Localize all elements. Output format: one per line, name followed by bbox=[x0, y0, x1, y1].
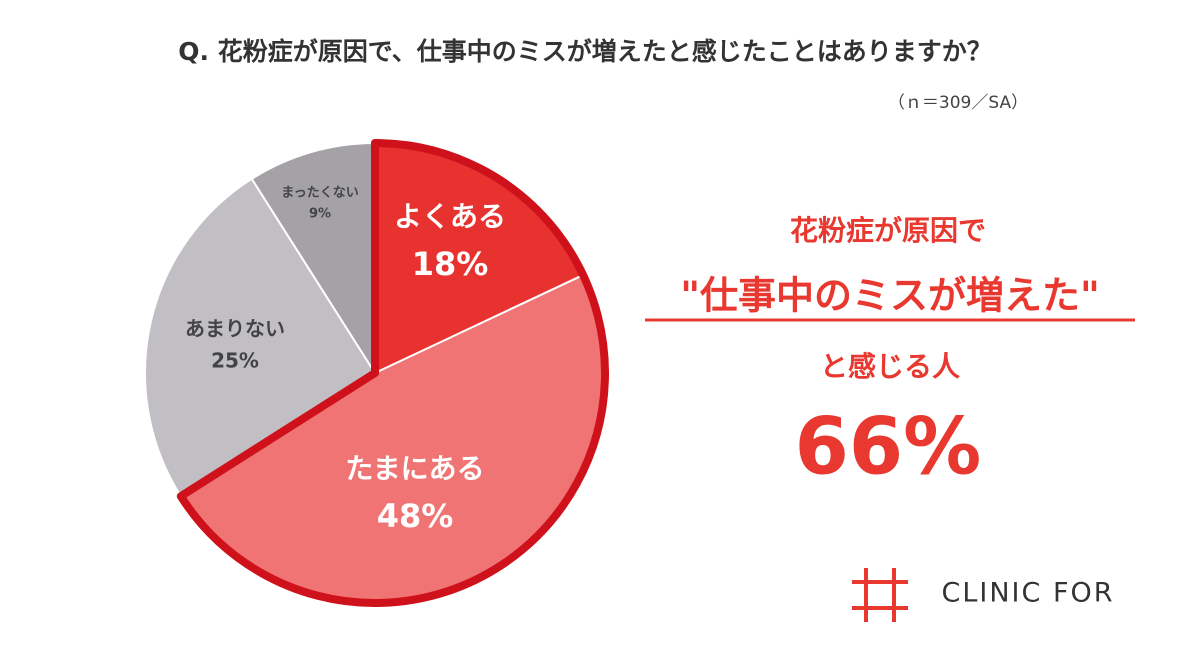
callout-highlight: "仕事中のミスが増えた" bbox=[680, 274, 1100, 318]
logo-icon bbox=[852, 568, 908, 622]
pie-slice bbox=[250, 141, 376, 377]
callout-line: 花粉症が原因で bbox=[790, 214, 986, 247]
logo-text: CLINIC FOR bbox=[942, 578, 1115, 609]
slice-value: 18% bbox=[412, 245, 489, 283]
chart-title: Q. 花粉症が原因で、仕事中のミスが増えたと感じたことはありますか？ bbox=[178, 37, 991, 66]
highlight-outline bbox=[176, 139, 609, 607]
slice-value: 25% bbox=[211, 349, 259, 373]
slice-value: 48% bbox=[377, 497, 454, 535]
slice-label: まったくない bbox=[281, 186, 358, 201]
chart-subtitle: （ｎ＝309／SA） bbox=[888, 93, 1028, 113]
pie-slice bbox=[144, 177, 377, 498]
callout-number: 66% bbox=[795, 402, 982, 492]
callout-line: と感じる人 bbox=[820, 350, 960, 383]
slice-label: たまにある bbox=[345, 452, 484, 485]
slice-value: 9% bbox=[309, 206, 331, 221]
slice-label: よくある bbox=[394, 200, 506, 233]
slice-label: あまりない bbox=[185, 317, 285, 341]
